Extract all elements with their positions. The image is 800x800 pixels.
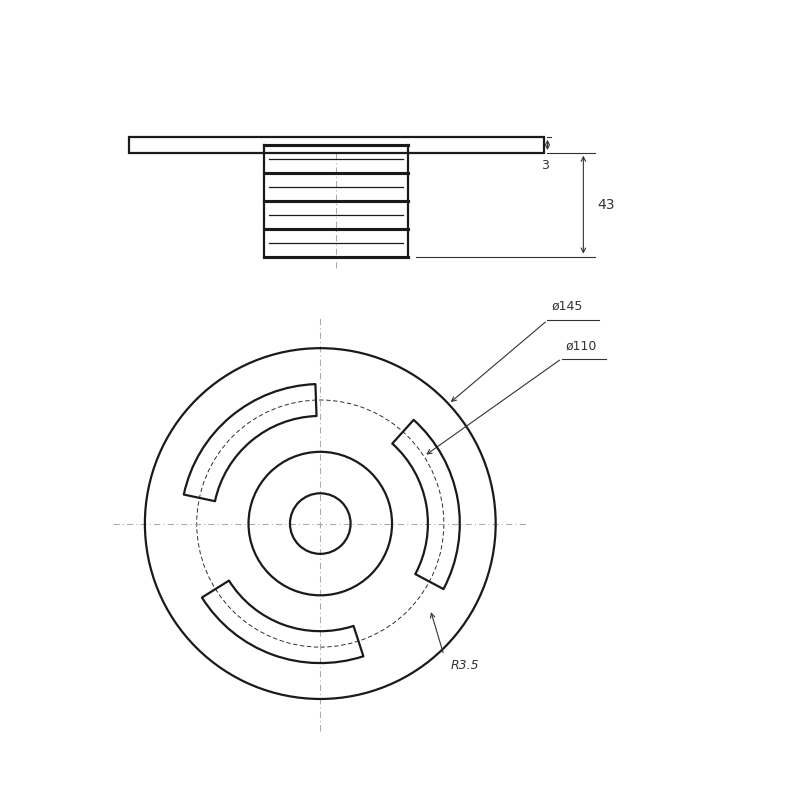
Text: ø110: ø110 [566, 339, 597, 352]
Text: R3.5: R3.5 [450, 659, 479, 672]
Text: 43: 43 [598, 198, 615, 212]
Bar [129, 137, 543, 153]
Text: 3: 3 [541, 159, 549, 172]
Text: ø145: ø145 [551, 299, 583, 312]
